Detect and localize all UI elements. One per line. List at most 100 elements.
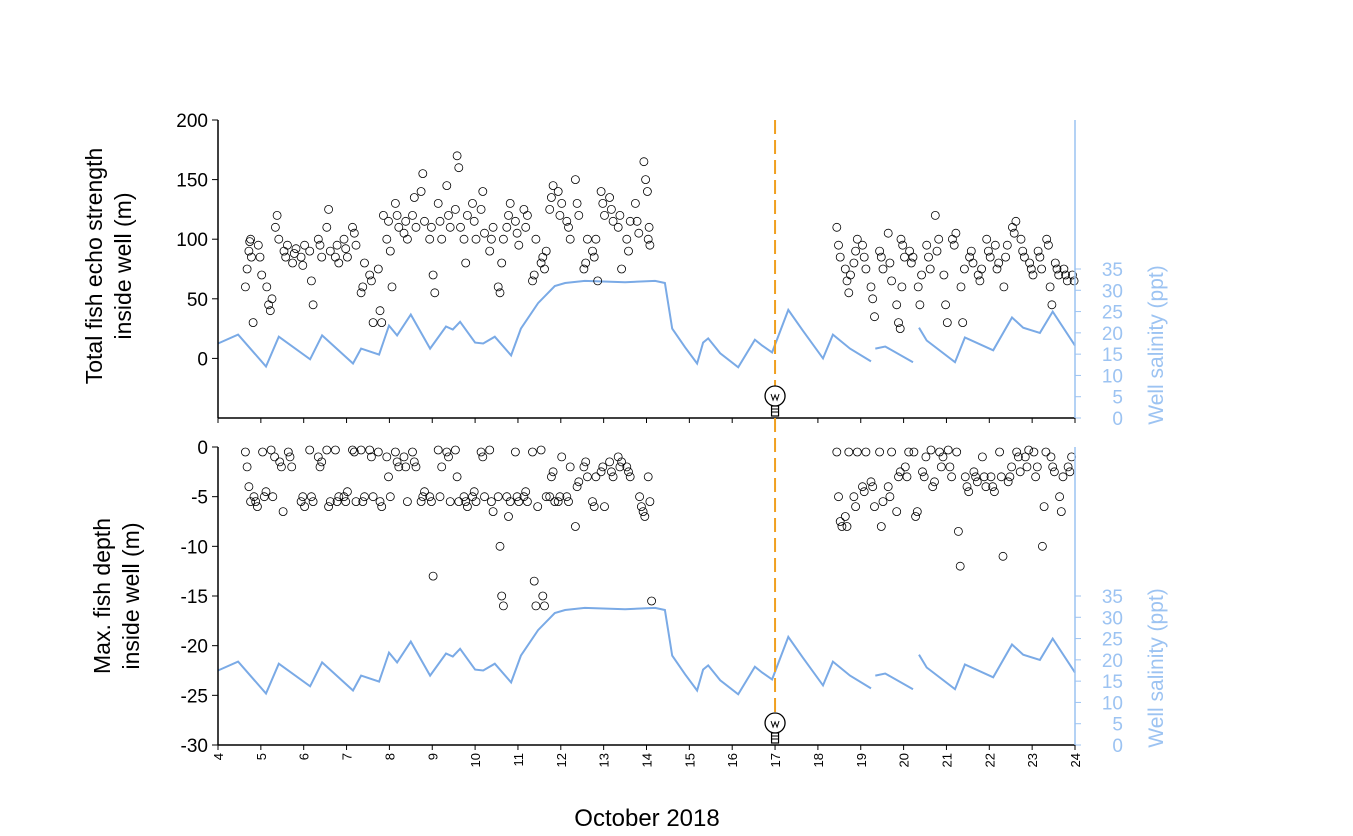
bottom-data-point: [1050, 467, 1059, 477]
bottom-ytick-label: -25: [181, 686, 208, 707]
bottom-data-point: [1065, 467, 1075, 477]
top-data-point: [476, 204, 486, 214]
top-data-point: [514, 240, 524, 250]
top-data-point: [281, 252, 291, 262]
top-data-point: [493, 282, 503, 292]
top-data-point: [557, 198, 567, 208]
top-data-point: [622, 234, 632, 244]
bottom-data-point: [955, 561, 965, 571]
bottom-data-point: [339, 492, 349, 502]
bottom-data-point: [332, 497, 342, 507]
bottom-data-point: [541, 492, 551, 502]
bottom-data-point: [445, 497, 455, 507]
top-ylabel-line1: Total fish echo strength: [81, 148, 107, 385]
top-data-point: [468, 198, 477, 208]
bottom-data-point: [512, 492, 522, 502]
bottom-data-point: [564, 497, 573, 507]
top-salinity-line-segment: [875, 345, 914, 364]
bulb-base: [770, 405, 780, 417]
bulb-filament: [770, 393, 780, 402]
bottom-data-point: [420, 487, 429, 497]
top-data-point: [1047, 300, 1057, 310]
bottom-data-point: [844, 447, 854, 457]
bottom-data-point: [555, 492, 565, 502]
bottom-data-point: [437, 462, 447, 472]
bottom-data-point: [382, 452, 392, 462]
bottom-data-point: [373, 447, 383, 457]
top-data-point: [632, 216, 642, 226]
top-ytick-label: 100: [176, 230, 208, 251]
xtick-label: 12: [554, 753, 569, 767]
bottom-ytick-label: -20: [181, 637, 208, 658]
top-data-point: [504, 210, 513, 220]
top-ytick-label: 150: [176, 171, 208, 192]
top-data-point: [898, 240, 908, 250]
bottom-data-point: [240, 447, 250, 457]
top-data-point: [1069, 276, 1079, 286]
bottom-data-point: [261, 487, 271, 497]
top-data-point: [1008, 222, 1017, 232]
bottom-data-point: [892, 507, 902, 517]
top-data-point: [452, 151, 462, 161]
top-data-point: [497, 258, 507, 268]
bottom-data-point: [557, 452, 567, 462]
bottom-data-point: [969, 467, 979, 477]
lightbulb-icon: [764, 712, 786, 744]
top-data-point: [315, 240, 325, 250]
xtick-label: 9: [425, 753, 440, 760]
top-data-point: [505, 198, 515, 208]
top-data-point: [858, 240, 867, 250]
bottom-data-point: [842, 522, 852, 531]
bottom-y2tick-label: 10: [1102, 693, 1123, 714]
bottom-data-point: [528, 447, 537, 457]
bottom-data-point: [358, 497, 368, 507]
top-data-point: [377, 318, 387, 328]
bottom-data-point: [607, 467, 616, 477]
bottom-data-point: [305, 445, 315, 455]
bottom-data-point: [647, 596, 656, 606]
top-data-point: [588, 246, 597, 256]
top-data-point: [521, 222, 531, 232]
top-data-point: [267, 294, 277, 304]
xtick-label: 8: [382, 753, 397, 760]
bottom-data-point: [852, 447, 862, 457]
bottom-data-point: [904, 447, 914, 457]
bottom-data-point: [334, 492, 344, 502]
top-data-point: [866, 282, 876, 292]
bottom-data-point: [943, 445, 953, 455]
bottom-ytick-label: 0: [197, 438, 208, 459]
bottom-data-point: [435, 492, 445, 502]
bottom-data-point: [495, 541, 505, 551]
bottom-data-point: [251, 497, 261, 507]
top-data-point: [545, 204, 555, 214]
bottom-data-point: [471, 497, 481, 507]
bottom-data-point: [258, 447, 268, 457]
bottom-data-point: [613, 452, 623, 462]
bottom-data-point: [995, 447, 1004, 457]
top-data-point: [324, 204, 334, 214]
top-data-point: [1025, 258, 1034, 268]
top-data-point: [1062, 276, 1072, 286]
top-data-point: [478, 187, 488, 196]
top-data-point: [529, 270, 539, 280]
top-data-point: [1016, 234, 1026, 244]
top-data-point: [844, 288, 854, 298]
top-data-point: [416, 187, 426, 196]
bottom-data-point: [1063, 462, 1073, 472]
bottom-data-point: [617, 457, 626, 467]
bottom-data-point: [317, 457, 327, 467]
top-data-point: [548, 181, 558, 191]
top-data-point: [402, 234, 412, 244]
bottom-data-point: [868, 482, 878, 492]
bottom-data-point: [523, 497, 532, 507]
bottom-data-point: [851, 502, 860, 512]
bottom-data-point: [394, 462, 404, 472]
bottom-data-point: [900, 462, 910, 472]
bottom-data-point: [536, 445, 546, 455]
top-data-point: [639, 157, 649, 167]
xtick-label: 14: [640, 753, 655, 767]
bottom-data-point: [426, 497, 436, 507]
top-data-point: [1059, 264, 1069, 274]
bottom-data-point: [442, 447, 452, 457]
